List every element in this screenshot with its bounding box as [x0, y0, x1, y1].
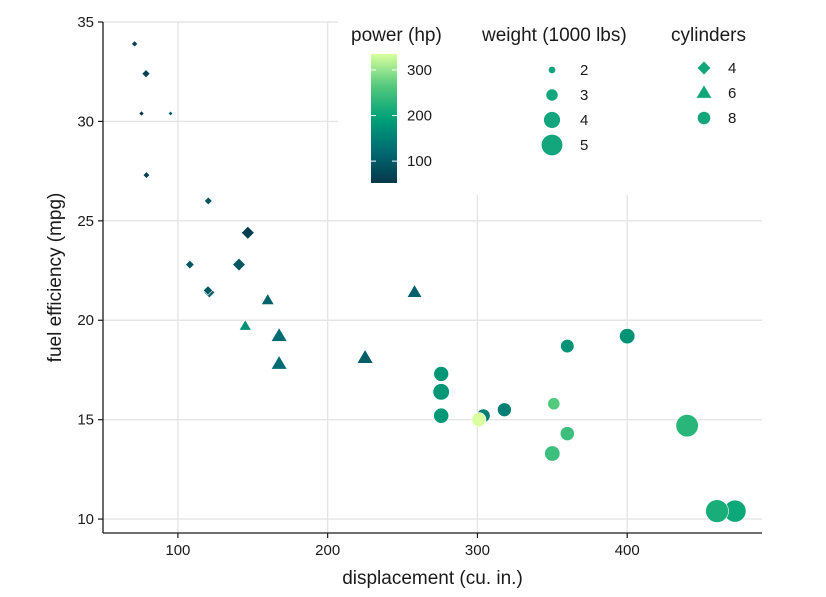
data-point-8 [232, 257, 246, 272]
y-tick-label-5: 35 [77, 14, 94, 31]
legend-weight: weight (1000 lbs) 2 3 4 5 [481, 25, 627, 156]
data-point-31 [705, 499, 729, 523]
cylinders-label-2: 8 [728, 110, 736, 127]
x-tick-label-0: 100 [165, 542, 190, 559]
y-tick-label-1: 15 [77, 412, 94, 429]
y-tick-label-3: 25 [77, 213, 94, 230]
weight-label-1: 3 [580, 87, 588, 104]
data-point-16 [270, 354, 288, 370]
weight-label-0: 2 [580, 62, 588, 79]
weight-label-2: 4 [580, 112, 588, 129]
weight-swatch-3 [541, 134, 563, 156]
cylinders-swatch-2 [697, 111, 711, 125]
colorbar-label-0: 100 [407, 153, 432, 170]
data-point-21 [433, 366, 449, 382]
cylinders-label-1: 6 [728, 85, 736, 102]
cylinders-swatch-0 [696, 60, 712, 76]
weight-swatch-1 [546, 89, 558, 101]
y-axis-title: fuel efficiency (mpg) [45, 193, 66, 363]
colorbar-label-1: 200 [407, 108, 432, 125]
data-point-3 [167, 110, 174, 117]
colorbar-label-2: 300 [407, 62, 432, 79]
data-point-6 [240, 225, 255, 240]
data-points [131, 40, 747, 523]
data-point-5 [203, 196, 213, 206]
data-point-28 [471, 412, 487, 428]
data-point-22 [433, 407, 450, 424]
legend-power-colorbar [371, 54, 397, 183]
cylinders-swatch-1 [695, 84, 713, 99]
data-point-29 [675, 414, 699, 438]
legend-cylinders: cylinders 4 6 8 [671, 25, 746, 127]
legend-area: power (hp) 100 200 300 weight (1000 lbs) 2… [338, 10, 768, 195]
data-point-15 [270, 327, 288, 342]
data-point-2 [138, 110, 145, 117]
y-tick-label-2: 20 [77, 312, 94, 329]
legend-weight-title: weight (1000 lbs) [481, 25, 627, 46]
data-point-1 [141, 69, 151, 79]
data-point-19 [619, 328, 636, 345]
x-tick-label-3: 400 [615, 542, 640, 559]
data-point-14 [356, 348, 374, 364]
legend-cylinders-title: cylinders [671, 25, 746, 46]
data-point-26 [559, 426, 575, 441]
data-point-27 [547, 397, 561, 411]
weight-swatch-0 [548, 66, 556, 74]
data-point-7 [185, 259, 195, 270]
cylinders-label-0: 4 [728, 60, 736, 77]
y-tick-label-4: 30 [77, 113, 94, 130]
data-point-4 [142, 171, 151, 179]
data-point-0 [131, 40, 139, 48]
data-point-25 [544, 445, 561, 462]
data-point-10 [202, 285, 214, 296]
legend-background [338, 10, 768, 195]
data-point-18 [560, 339, 575, 354]
data-point-17 [238, 319, 252, 331]
weight-label-3: 5 [580, 137, 588, 154]
data-point-20 [432, 383, 450, 401]
data-point-23 [497, 402, 512, 417]
legend-power-title: power (hp) [351, 25, 442, 46]
x-axis-title: displacement (cu. in.) [342, 568, 523, 589]
x-tick-label-2: 300 [465, 542, 490, 559]
data-point-13 [406, 284, 423, 298]
x-tick-label-1: 200 [315, 542, 340, 559]
legend-power: power (hp) 100 200 300 [351, 25, 442, 183]
weight-swatch-2 [543, 111, 561, 129]
data-point-12 [260, 292, 275, 305]
y-tick-label-0: 10 [77, 511, 94, 528]
